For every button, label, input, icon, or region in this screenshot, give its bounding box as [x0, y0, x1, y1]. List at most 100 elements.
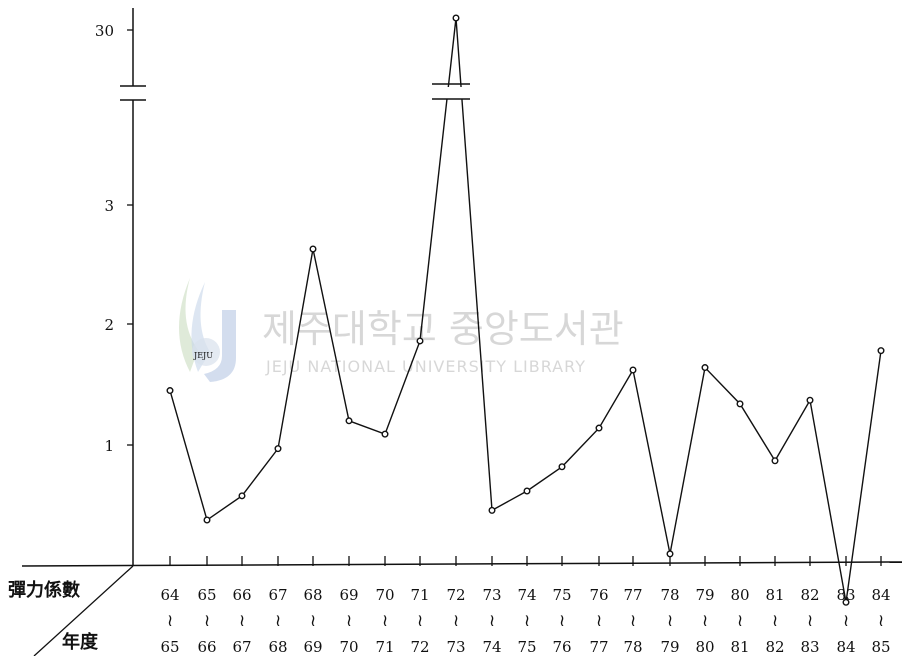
x-axis-title: 年度 — [62, 631, 99, 653]
x-category-start: 72 — [446, 586, 465, 604]
x-category-start: 70 — [375, 586, 394, 604]
library-logo: JEJU — [179, 278, 236, 382]
x-category-label: 78 ≀ 79 — [660, 586, 679, 656]
y-tick-label-3: 3 — [104, 197, 114, 215]
data-point — [381, 430, 389, 438]
x-category-start: 74 — [517, 586, 536, 604]
x-category-separator: ≀ — [239, 611, 245, 631]
data-point — [274, 445, 282, 453]
x-category-separator: ≀ — [772, 611, 778, 631]
x-axis-line — [21, 561, 903, 567]
x-category-separator: ≀ — [417, 611, 423, 631]
x-category-label: 84 ≀ 85 — [871, 586, 890, 656]
x-category-separator: ≀ — [275, 611, 281, 631]
x-category-labels: 64≀6565≀6666≀6767≀6868≀6969≀7070≀7171≀72… — [160, 586, 890, 656]
data-point — [488, 506, 496, 514]
x-category-separator: ≀ — [878, 611, 884, 631]
x-category-separator: ≀ — [453, 611, 459, 631]
x-category-end: 73 — [446, 638, 465, 656]
x-category-end: 68 — [268, 638, 287, 656]
x-category-end: 78 — [623, 638, 642, 656]
x-category-label: 64 ≀ 65 — [160, 586, 179, 656]
x-category-label: 66 ≀ 67 — [232, 586, 251, 656]
x-category-start: 76 — [589, 586, 608, 604]
y-tick-label-30: 30 — [95, 22, 114, 40]
x-category-end: 67 — [232, 638, 251, 656]
x-category-start: 77 — [623, 586, 642, 604]
x-category-start: 68 — [303, 586, 322, 604]
x-category-end: 66 — [197, 638, 216, 656]
x-category-start: 64 — [160, 586, 179, 604]
x-category-label: 81 ≀ 82 — [765, 586, 784, 656]
x-category-label: 77 ≀ 78 — [623, 586, 642, 656]
data-point — [595, 424, 603, 432]
x-category-label: 65 ≀ 66 — [197, 586, 216, 656]
x-category-label: 68 ≀ 69 — [303, 586, 322, 656]
x-category-separator: ≀ — [346, 611, 352, 631]
data-point — [877, 347, 885, 355]
x-category-separator: ≀ — [489, 611, 495, 631]
data-point — [736, 400, 744, 408]
x-category-start: 83 — [836, 586, 855, 604]
x-category-separator: ≀ — [596, 611, 602, 631]
x-category-separator: ≀ — [667, 611, 673, 631]
x-category-separator: ≀ — [559, 611, 565, 631]
axes: 彈力係數 年度 — [8, 8, 903, 656]
x-ticks — [169, 556, 882, 566]
data-point — [629, 366, 637, 374]
x-category-start: 80 — [730, 586, 749, 604]
y-tick-label-1: 1 — [104, 437, 114, 455]
data-point — [842, 598, 850, 606]
x-category-end: 65 — [160, 638, 179, 656]
series-line-group — [166, 14, 885, 606]
x-category-end: 79 — [660, 638, 679, 656]
x-category-end: 76 — [552, 638, 571, 656]
x-category-label: 80 ≀ 81 — [730, 586, 749, 656]
data-point — [309, 245, 317, 253]
x-category-separator: ≀ — [630, 611, 636, 631]
x-category-label: 71 ≀ 72 — [410, 586, 429, 656]
x-category-label: 83 ≀ 84 — [836, 586, 855, 656]
logo-text: JEJU — [193, 351, 213, 360]
watermark-title: 제주대학교 중앙도서관 — [262, 307, 624, 351]
x-category-separator: ≀ — [843, 611, 849, 631]
x-category-label: 76 ≀ 77 — [589, 586, 608, 656]
x-category-end: 83 — [800, 638, 819, 656]
y-ticks: 1 2 3 30 — [95, 22, 133, 455]
data-point — [558, 463, 566, 471]
x-category-separator: ≀ — [310, 611, 316, 631]
x-category-start: 79 — [695, 586, 714, 604]
data-point — [345, 417, 353, 425]
x-category-end: 75 — [517, 638, 536, 656]
x-category-separator: ≀ — [737, 611, 743, 631]
watermark-subtitle: JEJU NATIONAL UNIVERSITY LIBRARY — [265, 357, 586, 376]
x-category-label: 73 ≀ 74 — [482, 586, 501, 656]
x-category-start: 75 — [552, 586, 571, 604]
data-point — [806, 396, 814, 404]
x-category-start: 78 — [660, 586, 679, 604]
data-point — [523, 487, 531, 495]
x-category-separator: ≀ — [204, 611, 210, 631]
series-break-gap — [434, 87, 480, 99]
x-category-separator: ≀ — [807, 611, 813, 631]
data-point — [771, 457, 779, 465]
x-category-end: 85 — [871, 638, 890, 656]
x-category-separator: ≀ — [524, 611, 530, 631]
x-category-label: 69 ≀ 70 — [339, 586, 358, 656]
x-category-end: 70 — [339, 638, 358, 656]
data-point — [666, 550, 674, 558]
data-point — [452, 14, 460, 22]
x-category-end: 71 — [375, 638, 394, 656]
x-category-start: 65 — [197, 586, 216, 604]
x-category-start: 71 — [410, 586, 429, 604]
x-category-end: 72 — [410, 638, 429, 656]
x-category-label: 82 ≀ 83 — [800, 586, 819, 656]
x-category-separator: ≀ — [702, 611, 708, 631]
x-category-label: 72 ≀ 73 — [446, 586, 465, 656]
data-point — [701, 364, 709, 372]
x-category-end: 77 — [589, 638, 608, 656]
y-axis-title: 彈力係數 — [8, 579, 80, 601]
x-category-start: 69 — [339, 586, 358, 604]
x-category-separator: ≀ — [382, 611, 388, 631]
x-category-end: 69 — [303, 638, 322, 656]
